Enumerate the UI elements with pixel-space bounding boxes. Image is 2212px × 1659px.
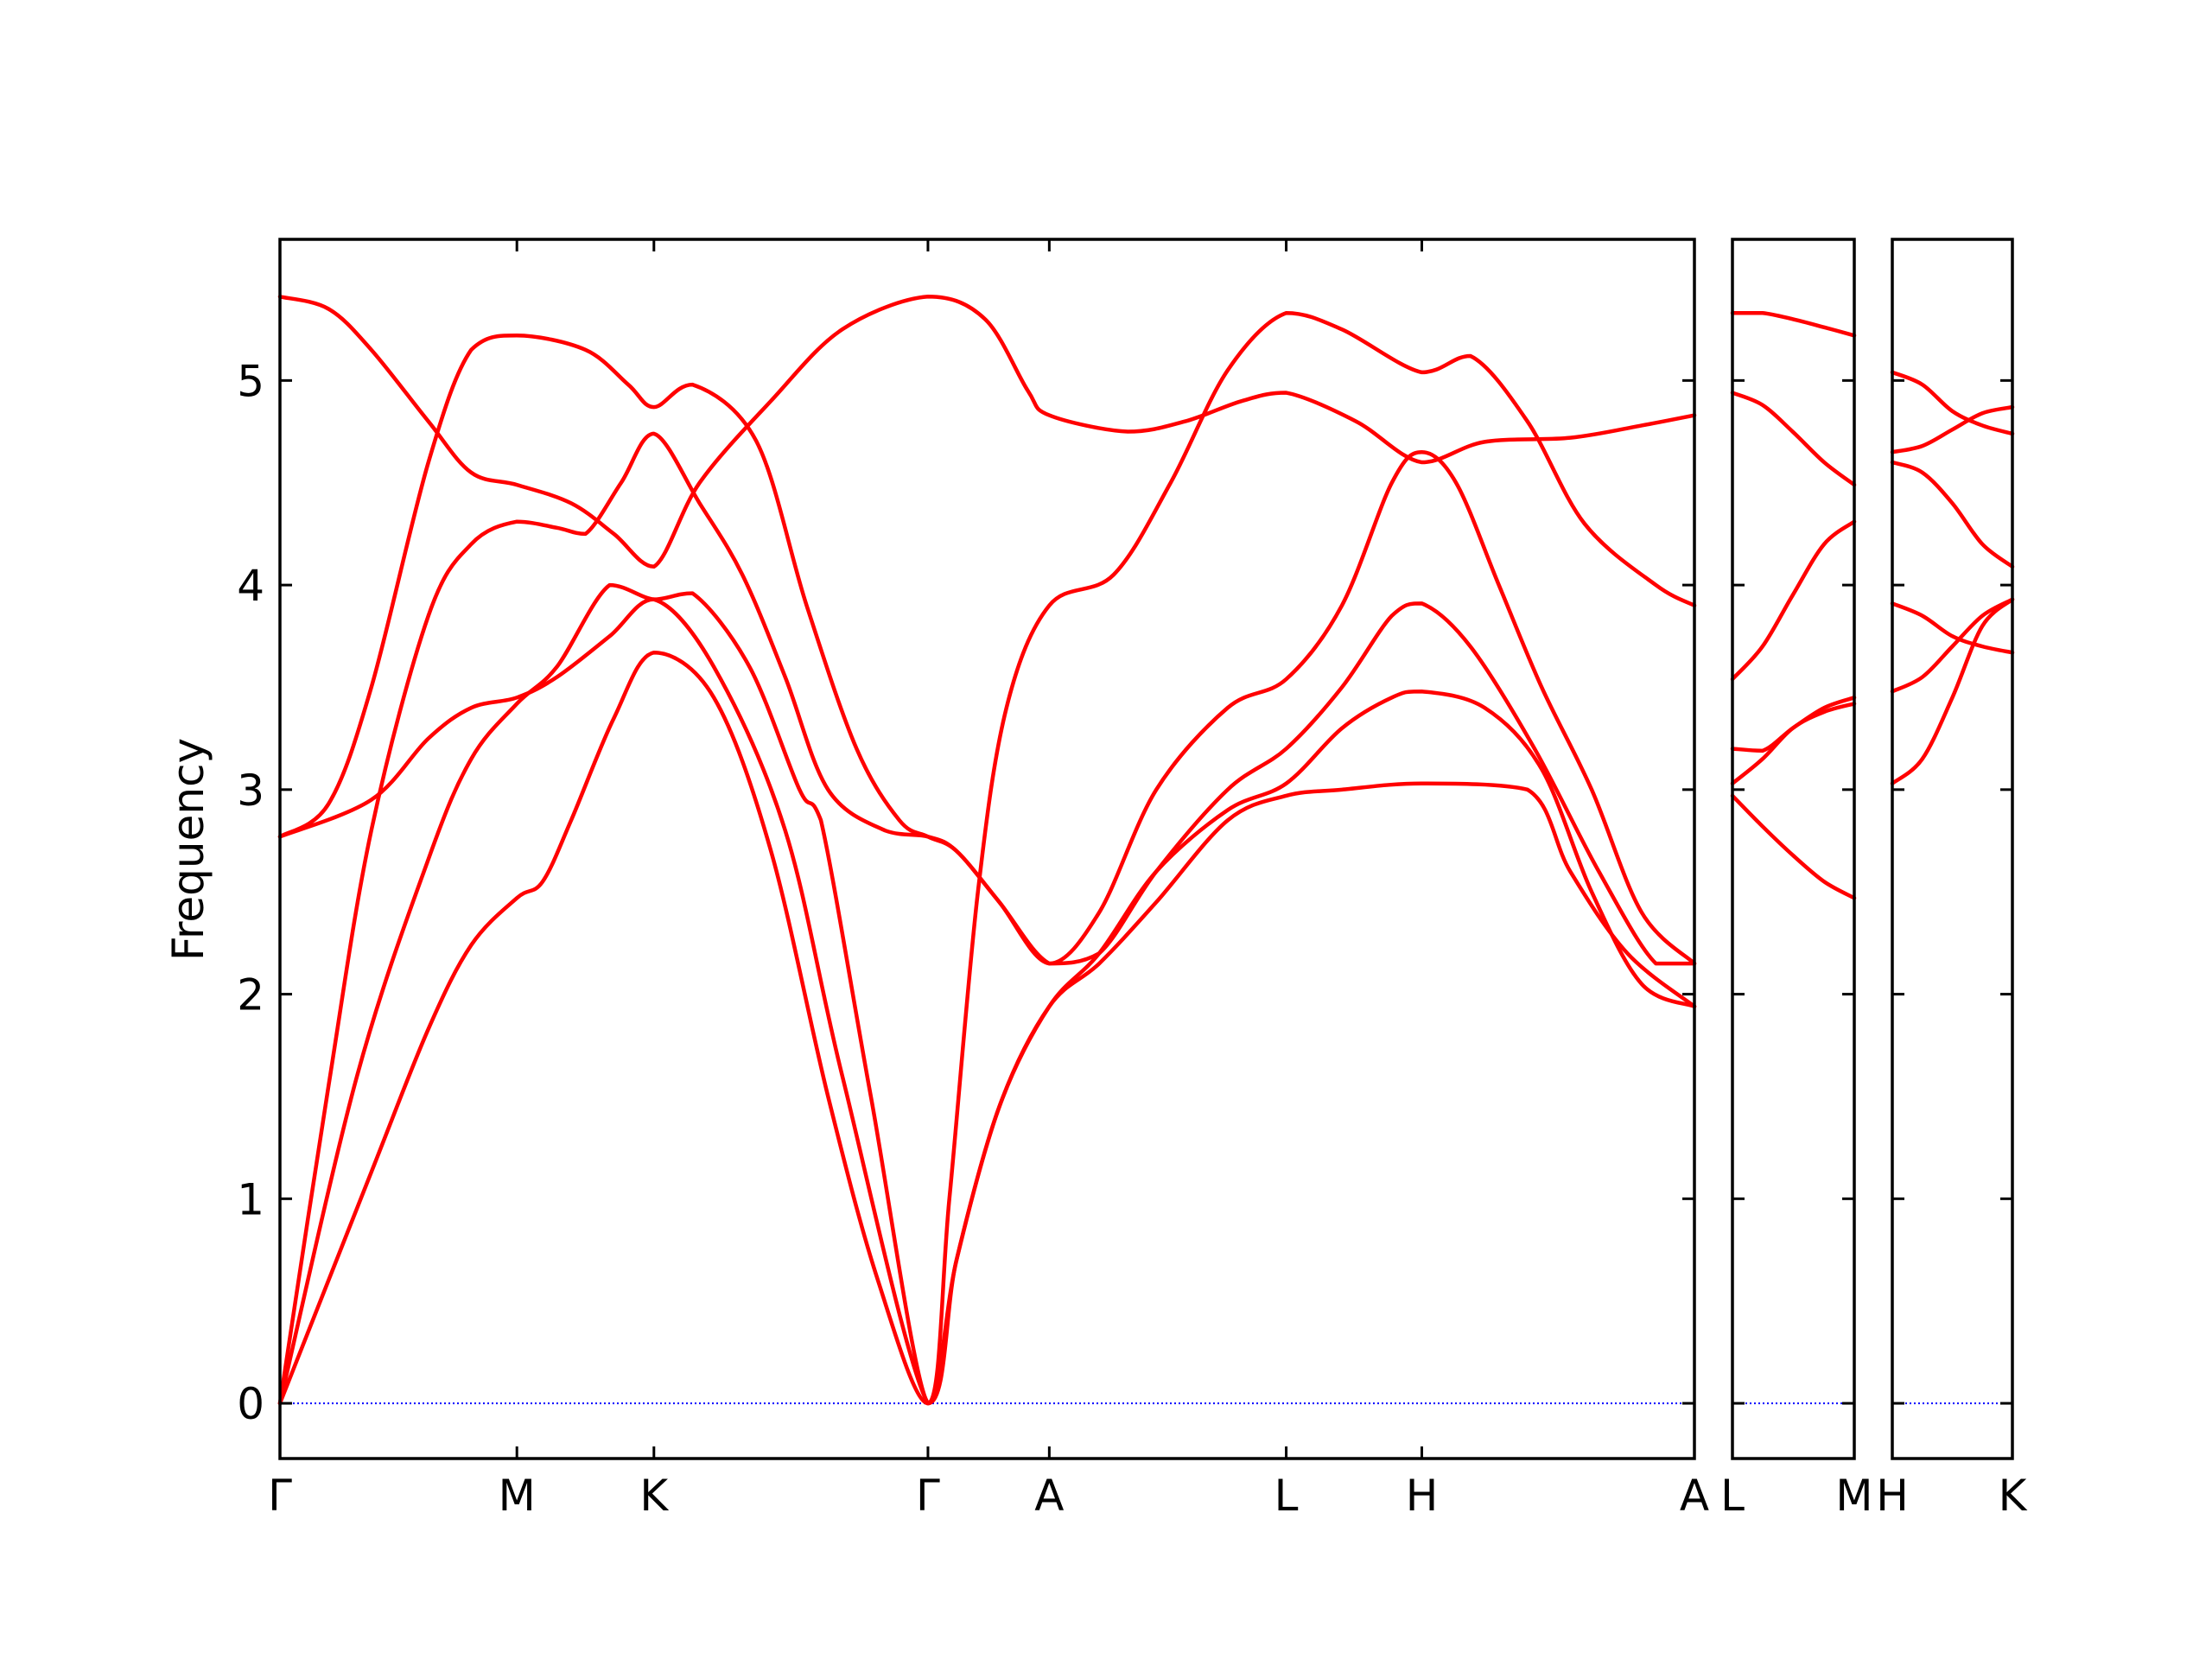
band-line — [1890, 404, 2015, 454]
x-tick-label: K — [1999, 1471, 2028, 1521]
y-tick-label: 0 — [237, 1379, 264, 1429]
band-line — [1730, 696, 1857, 753]
plot-frame — [278, 238, 1696, 1460]
band-line — [1890, 597, 2015, 694]
y-tick-label: 2 — [237, 970, 264, 1020]
y-tick-label: 5 — [237, 356, 264, 406]
plot-frame — [1891, 238, 2014, 1460]
y-tick-label: 4 — [237, 561, 264, 611]
band-line — [1730, 702, 1857, 785]
x-tick-label: H — [1406, 1471, 1439, 1521]
band-line — [1730, 793, 1857, 900]
x-tick-label: L — [1720, 1471, 1745, 1521]
band-line — [1890, 601, 2015, 655]
band-line — [1890, 460, 2015, 569]
band-line — [277, 597, 1697, 1406]
x-tick-label: M — [1835, 1471, 1872, 1521]
band-line — [1730, 310, 1857, 338]
plot-frame — [1731, 238, 1856, 1460]
x-tick-label: A — [1680, 1471, 1709, 1521]
x-tick-label: K — [639, 1471, 669, 1521]
x-tick-label: A — [1034, 1471, 1064, 1521]
band-line — [1890, 597, 2015, 785]
band-line — [1730, 519, 1857, 682]
band-line — [277, 650, 1697, 1406]
band-line — [277, 310, 1697, 1406]
band-line — [1890, 370, 2015, 436]
x-tick-label: Γ — [268, 1471, 292, 1521]
band-line — [277, 334, 1697, 966]
x-tick-label: M — [499, 1471, 536, 1521]
x-tick-label: Γ — [916, 1471, 940, 1521]
band-line — [277, 295, 1697, 569]
x-tick-label: L — [1274, 1471, 1299, 1521]
y-tick-label: 3 — [237, 766, 264, 816]
y-axis-label: Frequency — [163, 738, 213, 961]
y-tick-label: 1 — [237, 1174, 264, 1224]
band-line — [1730, 391, 1857, 487]
x-tick-label: H — [1876, 1471, 1909, 1521]
